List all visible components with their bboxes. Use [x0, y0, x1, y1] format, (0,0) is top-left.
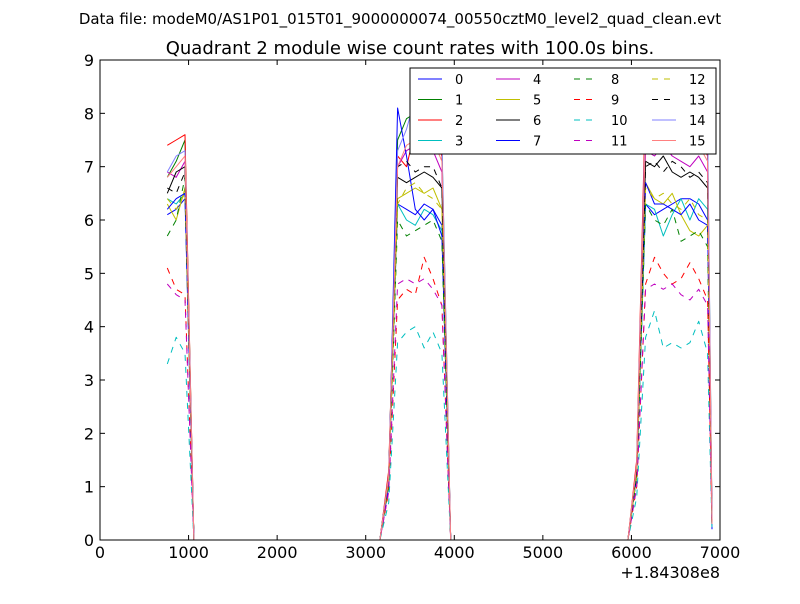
y-tick-label: 3 — [84, 371, 94, 390]
legend-label-9: 9 — [611, 94, 619, 109]
legend-label-11: 11 — [611, 135, 628, 150]
plot-area: 0 1000 2000 3000 4000 5000 6000 700001234567890… — [84, 51, 741, 562]
series-line-3 — [167, 192, 713, 540]
y-tick-label: 0 — [84, 531, 94, 550]
series-line-1 — [166, 107, 713, 540]
y-tick-label: 9 — [84, 51, 94, 70]
x-tick-label: 2000 — [257, 543, 298, 562]
legend-label-10: 10 — [611, 114, 628, 129]
legend-label-0: 0 — [455, 73, 463, 88]
legend-label-12: 12 — [689, 73, 706, 88]
chart-title: Quadrant 2 module wise count rates with … — [166, 38, 655, 59]
legend-label-15: 15 — [689, 135, 706, 150]
series-line-8 — [166, 176, 713, 540]
y-tick-label: 4 — [84, 318, 94, 337]
series-line-7 — [166, 107, 713, 540]
axes-frame — [99, 59, 721, 541]
legend-box — [409, 67, 717, 155]
legend-label-8: 8 — [611, 73, 619, 88]
x-tick-label: 6000 — [611, 543, 652, 562]
legend-label-6: 6 — [533, 114, 541, 129]
x-tick-label: 3000 — [345, 543, 386, 562]
series-line-2 — [167, 91, 713, 540]
legend-label-13: 13 — [689, 94, 706, 109]
series-line-13 — [167, 160, 713, 540]
x-tick-label: 0 — [95, 543, 105, 562]
legend-label-1: 1 — [455, 94, 463, 109]
x-offset-label: +1.84308e8 — [620, 563, 720, 582]
y-tick-label: 2 — [84, 424, 94, 443]
y-tick-label: 5 — [84, 264, 94, 283]
y-tick-label: 1 — [84, 478, 94, 497]
series-line-11 — [166, 278, 713, 540]
x-tick-label: 5000 — [522, 543, 563, 562]
legend-label-5: 5 — [533, 94, 541, 109]
legend-label-7: 7 — [533, 135, 541, 150]
x-tick-label: 7000 — [700, 543, 741, 562]
series-line-10 — [166, 310, 713, 540]
legend-label-3: 3 — [455, 135, 463, 150]
y-tick-label: 8 — [84, 104, 94, 123]
x-tick-label: 1000 — [168, 543, 209, 562]
legend-label-4: 4 — [533, 73, 541, 88]
series-line-9 — [166, 256, 713, 540]
legend-label-14: 14 — [689, 114, 706, 129]
series-line-0 — [167, 198, 713, 540]
series-line-15 — [166, 112, 713, 540]
y-tick-label: 6 — [84, 211, 94, 230]
series-line-4 — [167, 139, 713, 540]
data-file-label: Data file: modeM0/AS1P01_015T01_90000000… — [79, 10, 721, 29]
x-tick-label: 4000 — [434, 543, 475, 562]
legend-label-2: 2 — [455, 114, 463, 129]
y-tick-label: 7 — [84, 158, 94, 177]
